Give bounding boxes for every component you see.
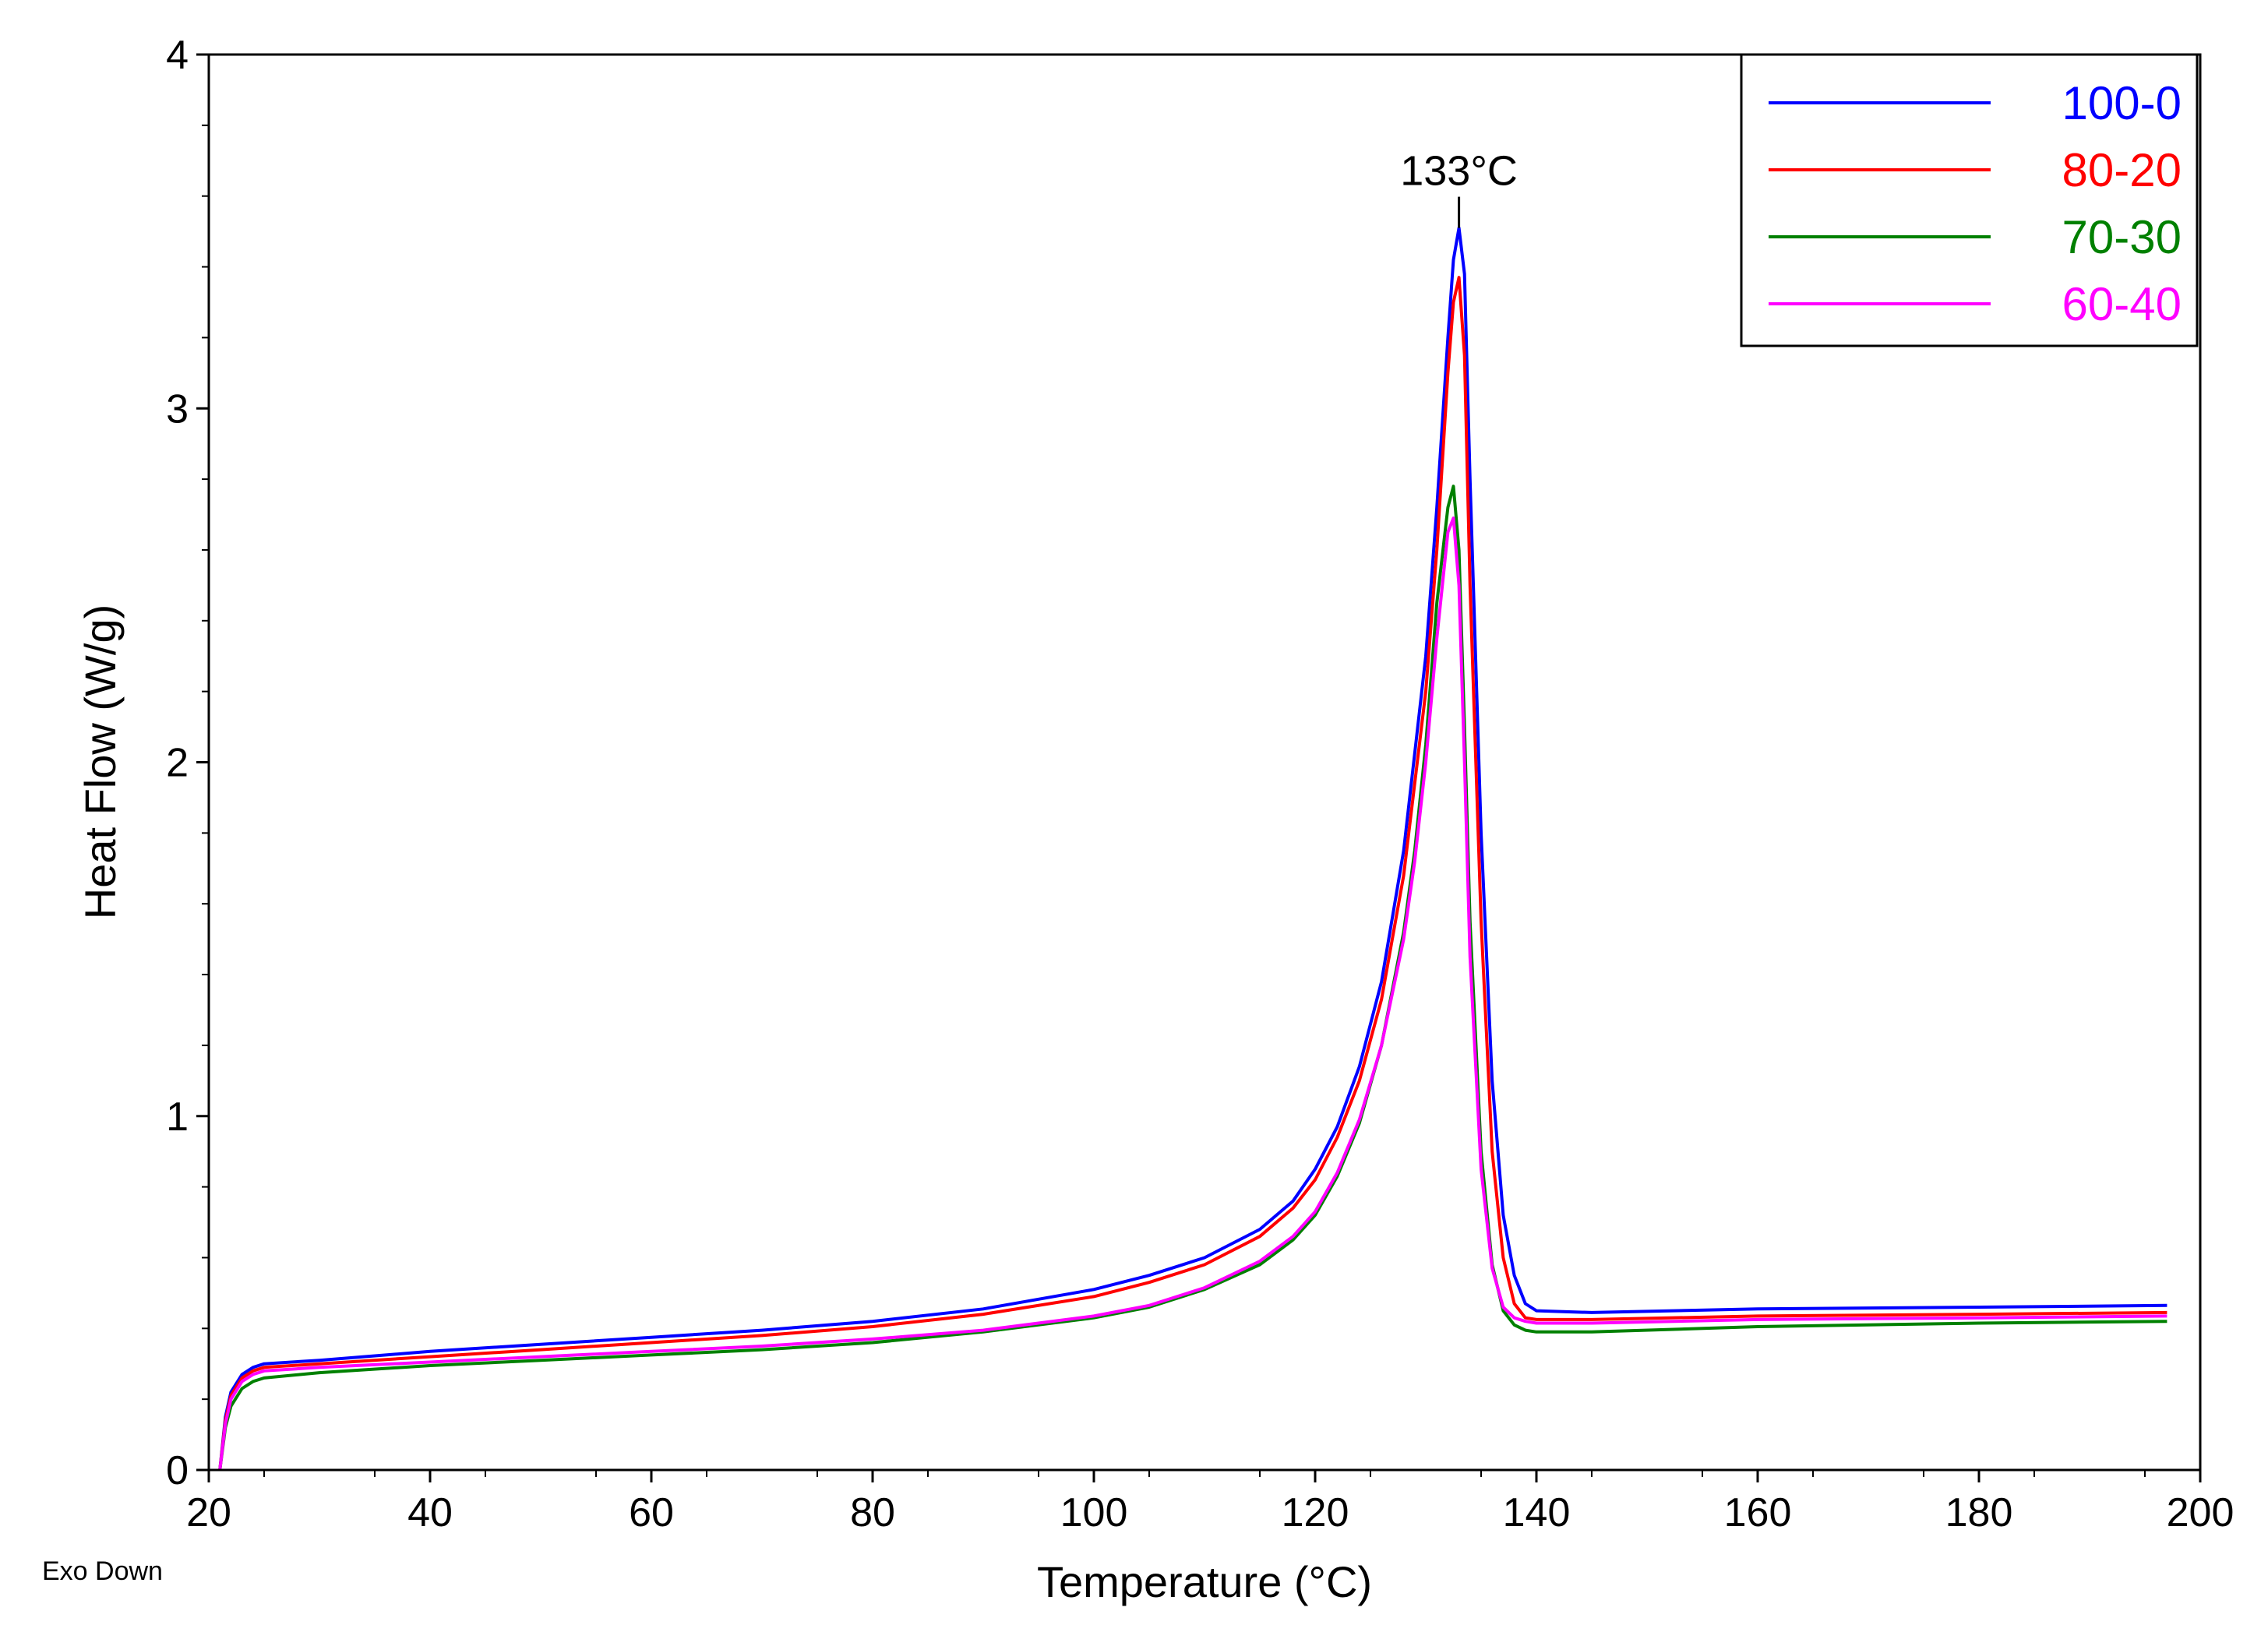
exo-down-note: Exo Down: [42, 1556, 163, 1586]
series-line-80-20: [218, 276, 2167, 1471]
x-tick-label: 120: [1282, 1490, 1349, 1535]
x-tick-label: 140: [1503, 1490, 1571, 1535]
ticks-layer: 20 40 60 80 100 120 140 160 180 200 0 1 2 3 4: [166, 33, 2234, 1535]
x-tick-label: 80: [850, 1490, 895, 1535]
x-tick-label: 180: [1945, 1490, 2013, 1535]
series-layer: [218, 226, 2167, 1471]
y-tick-label: 0: [166, 1448, 189, 1493]
legend-label-100-0: 100-0: [2062, 77, 2182, 129]
y-axis-title: Heat Flow (W/g): [76, 605, 125, 920]
x-tick-label: 60: [629, 1490, 674, 1535]
y-tick-label: 4: [166, 33, 189, 78]
x-axis-title: Temperature (°C): [1037, 1557, 1372, 1606]
legend-label-60-40: 60-40: [2062, 278, 2182, 330]
x-tick-label: 200: [2167, 1490, 2234, 1535]
x-tick-label: 160: [1724, 1490, 1792, 1535]
x-tick-label: 20: [186, 1490, 231, 1535]
legend: 100-0 80-20 70-30 60-40: [1740, 53, 2199, 347]
y-tick-label: 2: [166, 741, 189, 786]
annotation-layer: 133°C: [1400, 148, 1518, 228]
legend-label-80-20: 80-20: [2062, 144, 2182, 196]
series-line-60-40: [218, 516, 2167, 1471]
y-tick-label: 3: [166, 386, 189, 432]
peak-annotation: 133°C: [1400, 148, 1518, 195]
series-line-100-0: [218, 226, 2167, 1471]
x-tick-label: 100: [1060, 1490, 1128, 1535]
y-tick-label: 1: [166, 1094, 189, 1140]
legend-label-70-30: 70-30: [2062, 211, 2182, 263]
x-tick-label: 40: [407, 1490, 453, 1535]
